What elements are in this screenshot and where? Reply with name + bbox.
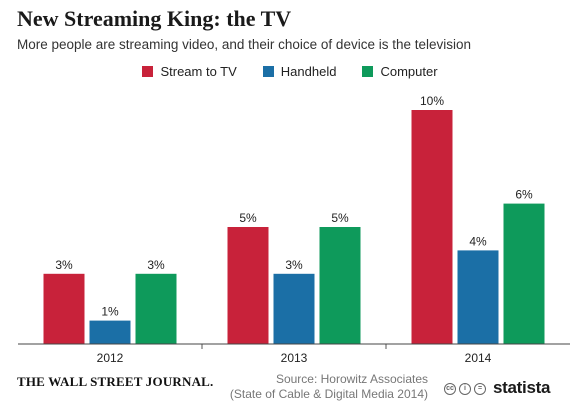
chart-title: New Streaming King: the TV xyxy=(17,6,292,31)
data-label: 5% xyxy=(239,211,257,225)
bar-stream-to-tv-2013 xyxy=(227,227,269,344)
legend-swatch xyxy=(362,66,374,77)
bar-stream-to-tv-2012 xyxy=(43,273,85,344)
x-tick-label: 2012 xyxy=(97,351,124,365)
data-label: 6% xyxy=(515,188,533,202)
legend: Stream to TV Handheld Computer xyxy=(0,64,580,79)
equals-icon: = xyxy=(474,383,486,395)
bar-computer-2013 xyxy=(319,227,361,344)
data-label: 3% xyxy=(55,258,73,272)
data-label: 3% xyxy=(147,258,165,272)
bar-computer-2014 xyxy=(503,203,545,344)
bar-handheld-2013 xyxy=(273,273,315,344)
x-tick-label: 2014 xyxy=(465,351,492,365)
source-line-2: (State of Cable & Digital Media 2014) xyxy=(229,387,428,401)
legend-swatch xyxy=(262,66,274,77)
legend-swatch xyxy=(142,66,154,77)
source-note: Source: Horowitz Associates (State of Ca… xyxy=(230,372,428,402)
bar-computer-2012 xyxy=(135,273,177,344)
publisher-logo: THE WALL STREET JOURNAL. xyxy=(17,374,214,389)
x-tick-label: 2013 xyxy=(281,351,308,365)
by-icon: i xyxy=(459,383,471,395)
bar-handheld-2014 xyxy=(457,250,499,344)
source-line-1: Source: Horowitz Associates xyxy=(275,372,428,386)
legend-label: Stream to TV xyxy=(160,64,237,79)
statista-logo: statista xyxy=(493,378,551,397)
legend-item: Computer xyxy=(362,64,438,79)
legend-label: Computer xyxy=(380,64,438,79)
data-label: 5% xyxy=(331,211,349,225)
legend-item: Handheld xyxy=(262,64,337,79)
license-icons: cc i = xyxy=(444,383,486,395)
data-label: 1% xyxy=(101,305,119,319)
chart-subtitle: More people are streaming video, and the… xyxy=(17,37,472,52)
legend-label: Handheld xyxy=(280,64,337,79)
bar-stream-to-tv-2014 xyxy=(411,110,453,344)
data-label: 3% xyxy=(285,258,303,272)
legend-item: Stream to TV xyxy=(142,64,237,79)
cc-icon: cc xyxy=(444,383,456,395)
bar-handheld-2012 xyxy=(89,320,131,344)
data-label: 4% xyxy=(469,234,487,248)
data-label: 10% xyxy=(420,94,444,108)
